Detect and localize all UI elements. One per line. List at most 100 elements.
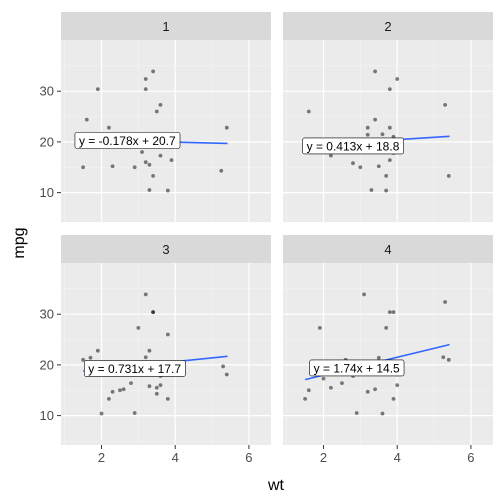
data-point (158, 383, 163, 388)
equation-label-text: y = -0.178x + 20.7 (79, 134, 176, 148)
data-point (143, 77, 148, 81)
data-point (306, 109, 311, 114)
y-tick-label: 20 (40, 357, 54, 372)
data-point (110, 164, 115, 169)
data-point (143, 160, 148, 165)
data-point (132, 165, 137, 170)
data-point (147, 162, 152, 167)
data-point (446, 173, 451, 178)
data-point (387, 158, 392, 163)
data-point (147, 384, 152, 389)
data-point (387, 87, 392, 92)
y-tick-label: 20 (40, 134, 54, 149)
y-tick-label: 10 (40, 185, 54, 200)
data-point (446, 357, 451, 362)
equation-label: y = 0.413x + 18.8 (302, 137, 404, 155)
data-point (387, 310, 392, 315)
data-point (88, 355, 93, 360)
data-point (151, 173, 156, 178)
data-point (328, 385, 333, 390)
data-point (165, 396, 170, 401)
data-point (441, 355, 446, 360)
equation-label-box (74, 132, 181, 149)
plot-panel-background (61, 263, 271, 445)
data-point (395, 383, 400, 388)
data-point (365, 132, 370, 137)
equation-label-box (302, 137, 404, 155)
facet-panel-3: 3 y = 0.731x + 17.7 2 4 6 10 20 30 (40, 235, 271, 465)
data-point (106, 396, 111, 401)
facet-strip-label: 3 (162, 242, 169, 257)
plot-panel-background (283, 40, 493, 222)
data-point (340, 381, 344, 386)
data-point (328, 153, 333, 158)
data-point (132, 411, 137, 415)
facet-strip (283, 235, 493, 263)
data-point (224, 372, 229, 377)
facet-strip-label: 4 (384, 242, 391, 257)
data-point (154, 391, 159, 396)
equation-label-box (309, 359, 405, 377)
data-point (147, 348, 152, 353)
x-tick-label: 6 (245, 450, 252, 465)
data-point (121, 387, 126, 392)
data-point (154, 109, 159, 114)
equation-label-text: y = 0.731x + 17.7 (88, 362, 181, 376)
x-axis-title: wt (267, 477, 285, 494)
data-point (387, 125, 392, 130)
data-point (395, 77, 400, 81)
x-tick-label: 4 (172, 450, 179, 465)
facet-strip-label: 2 (384, 19, 391, 34)
data-point (391, 396, 396, 401)
x-tick-label: 2 (98, 450, 105, 465)
data-point (84, 117, 89, 122)
facet-panel-4: 4 y = 1.74x + 14.5 2 4 6 (283, 235, 493, 465)
data-point (158, 102, 163, 107)
data-point (384, 325, 389, 330)
data-point (158, 153, 163, 158)
y-tick-label: 30 (40, 307, 54, 322)
data-point (165, 332, 170, 337)
data-point (351, 161, 355, 166)
y-axis-title: mpg (11, 227, 28, 258)
data-point (110, 389, 115, 394)
equation-label-text: y = 1.74x + 14.5 (314, 361, 400, 375)
data-point (95, 87, 100, 92)
data-point (321, 376, 326, 381)
data-point (143, 355, 148, 360)
y-tick-label: 30 (40, 84, 54, 99)
data-point (219, 168, 224, 173)
data-point (129, 381, 133, 386)
data-point (106, 125, 111, 130)
equation-label: y = -0.178x + 20.7 (74, 132, 181, 149)
data-point (380, 132, 385, 137)
data-point (224, 125, 229, 130)
data-point (443, 102, 448, 107)
data-point (373, 387, 378, 392)
data-point (373, 69, 378, 74)
plot-panel-background (283, 263, 493, 445)
facet-strip (283, 12, 493, 40)
data-point (354, 411, 359, 415)
data-point (384, 188, 389, 193)
data-point (358, 165, 363, 170)
data-point (143, 292, 148, 297)
facet-panel-2: 2 y = 0.413x + 18.8 (283, 12, 493, 222)
data-point (365, 125, 370, 130)
data-point (140, 150, 144, 154)
data-point (317, 325, 322, 330)
equation-label: y = 0.731x + 17.7 (84, 360, 186, 377)
data-point (362, 292, 366, 297)
data-point (165, 188, 170, 193)
x-tick-label: 4 (394, 450, 401, 465)
data-point (376, 164, 381, 169)
facet-strip-label: 1 (162, 19, 169, 34)
data-point (369, 188, 374, 192)
data-point (376, 355, 381, 360)
facet-strip (61, 12, 271, 40)
data-point (81, 165, 86, 170)
facet-strip (61, 235, 271, 263)
x-tick-label: 2 (320, 450, 327, 465)
data-point (380, 411, 385, 416)
